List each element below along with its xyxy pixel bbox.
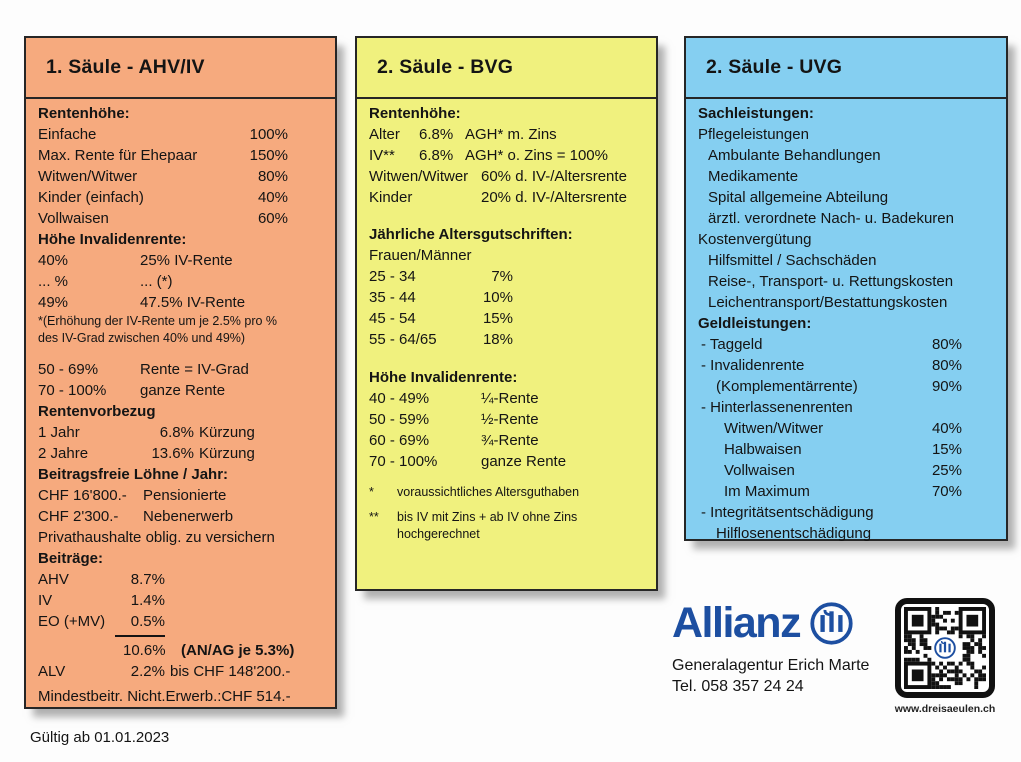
footnote: ** bis IV mit Zins + ab IV ohne Zins hochg… (369, 510, 578, 541)
table-row: 50 - 69% Rente = IV-Grad (38, 361, 249, 378)
table-row: IV** 6.8% AGH* o. Zins = 100% (369, 147, 608, 164)
table-row: 2 Jahre 13.6% Kürzung (38, 445, 255, 462)
note-line: Privathaushalte oblig. zu versichern (38, 529, 275, 546)
table-row: Kinder 20% d. IV-/Altersrente (369, 189, 627, 206)
table-row: Halbwaisen 15% (724, 441, 962, 458)
table-row: Vollwaisen 60% (38, 210, 288, 227)
table-row: Hilflosenentschädigung (716, 525, 872, 542)
section-header: Rentenhöhe: (38, 105, 130, 122)
table-row: AHV 8.7% (38, 571, 165, 588)
table-row: (Komplementärrente) 90% (716, 378, 962, 395)
panel-bvg: 2. Säule - BVG Rentenhöhe: Alter 6.8% AGH*… (355, 36, 658, 591)
table-row: 40% 25% IV-Rente (38, 252, 233, 269)
table-row: 70 - 100% ganze Rente (38, 382, 226, 399)
table-row: 35 - 44 10% (369, 289, 513, 306)
footnote: * voraussichtliches Altersguthaben (369, 485, 580, 499)
list-item: ärztl. verordnete Nach- u. Badekuren (708, 210, 954, 227)
section-header: Beitragsfreie Löhne / Jahr: (38, 466, 229, 483)
list-item: Spital allgemeine Abteilung (708, 189, 889, 206)
section-header: Beiträge: (38, 550, 104, 567)
table-row: 50 - 59% ½-Rente (369, 411, 539, 428)
panel-title-uvg: 2. Säule - UVG (686, 38, 1006, 99)
phone-number: Tel. 058 357 24 24 (672, 678, 804, 695)
table-row: Einfache 100% (38, 126, 288, 143)
table-row: - Taggeld 80% (701, 336, 962, 353)
list-item: Leichentransport/Bestattungskosten (708, 294, 948, 311)
list-item: Pflegeleistungen (698, 126, 809, 143)
section-header: Sachleistungen: (698, 105, 814, 122)
sum-divider (115, 635, 165, 637)
panel-body-bvg: Rentenhöhe: Alter 6.8% AGH* m. Zins IV** 6.… (357, 99, 656, 543)
table-row: Witwen/Witwer 40% (724, 420, 962, 437)
min-contribution: Mindestbeitr. Nicht.Erwerb.:CHF 514.- (38, 688, 291, 705)
table-row: ALV 2.2% bis CHF 148'200.- (38, 663, 291, 680)
list-item: Ambulante Behandlungen (708, 147, 881, 164)
list-item: Medikamente (708, 168, 799, 185)
table-row: Alter 6.8% AGH* m. Zins (369, 126, 557, 143)
agency-name: Generalagentur Erich Marte (672, 657, 870, 674)
table-row-total: 10.6% (AN/AG je 5.3%) (123, 642, 295, 659)
qr-pattern (904, 607, 986, 689)
panel-body-uvg: Sachleistungen: Pflegeleistungen Ambulan… (686, 99, 1006, 544)
table-row: - Invalidenrente 80% (701, 357, 962, 374)
qr-code (895, 598, 995, 698)
list-item: Kostenvergütung (698, 231, 812, 248)
table-row: 25 - 34 7% (369, 268, 513, 285)
allianz-emblem-icon (810, 602, 853, 645)
section-header: Jährliche Altersgutschriften: (369, 226, 573, 243)
panel-title-bvg: 2. Säule - BVG (357, 38, 656, 99)
table-row: 40 - 49% ¼-Rente (369, 390, 539, 407)
table-row: Vollwaisen 25% (724, 462, 962, 479)
table-row: 60 - 69% ¾-Rente (369, 432, 539, 449)
table-row: - Hinterlassenenrenten (701, 399, 853, 416)
table-row: Im Maximum 70% (724, 483, 962, 500)
section-header: Höhe Invalidenrente: (38, 231, 187, 248)
allianz-wordmark: Allianz (672, 599, 802, 647)
table-row: Witwen/Witwer 60% d. IV-/Altersrente (369, 168, 627, 185)
table-row: 49% 47.5% IV-Rente (38, 294, 246, 311)
table-row: Kinder (einfach) 40% (38, 189, 288, 206)
section-header: Geldleistungen: (698, 315, 812, 332)
qr-block: www.dreisaeulen.ch (890, 598, 1000, 715)
table-row: CHF 16'800.- Pensionierte (38, 487, 227, 504)
table-row: 1 Jahr 6.8% Kürzung (38, 424, 255, 441)
allianz-logo: Allianz (672, 601, 869, 646)
panel-title-ahv: 1. Säule - AHV/IV (26, 38, 335, 99)
table-row: Witwen/Witwer 80% (38, 168, 288, 185)
sub-label: Frauen/Männer (369, 247, 472, 264)
table-row: Max. Rente für Ehepaar 150% (38, 147, 288, 164)
panel-body-ahv: Rentenhöhe: Einfache 100% Max. Rente für … (26, 99, 335, 707)
table-row: IV 1.4% (38, 592, 165, 609)
list-item: Reise-, Transport- u. Rettungskosten (708, 273, 954, 290)
validity-date: Gültig ab 01.01.2023 (30, 729, 170, 746)
footnote: des IV-Grad zwischen 40% und 49%) (38, 331, 246, 345)
table-row: 55 - 64/65 18% (369, 331, 513, 348)
section-header: Rentenhöhe: (369, 105, 461, 122)
section-header: Rentenvorbezug (38, 403, 156, 420)
table-row: ... %... (*) (38, 273, 173, 290)
allianz-brand-block: Allianz Generalagentur Erich Marte Tel. … (672, 601, 869, 696)
table-row: EO (+MV) 0.5% (38, 613, 165, 630)
section-header: Höhe Invalidenrente: (369, 369, 518, 386)
table-row: 45 - 54 15% (369, 310, 513, 327)
list-item: Hilfsmittel / Sachschäden (708, 252, 877, 269)
table-row: - Integritätsentschädigung (701, 504, 874, 521)
table-row: 70 - 100% ganze Rente (369, 453, 567, 470)
panel-uvg: 2. Säule - UVG Sachleistungen: Pflegelei… (684, 36, 1008, 544)
table-row: CHF 2'300.- Nebenerwerb (38, 508, 234, 525)
panel-ahv: 1. Säule - AHV/IV Rentenhöhe: Einfache 10… (24, 36, 337, 709)
footnote: *(Erhöhung der IV-Rente um je 2.5% pro % (38, 314, 278, 328)
website-url: www.dreisaeulen.ch (894, 703, 996, 715)
